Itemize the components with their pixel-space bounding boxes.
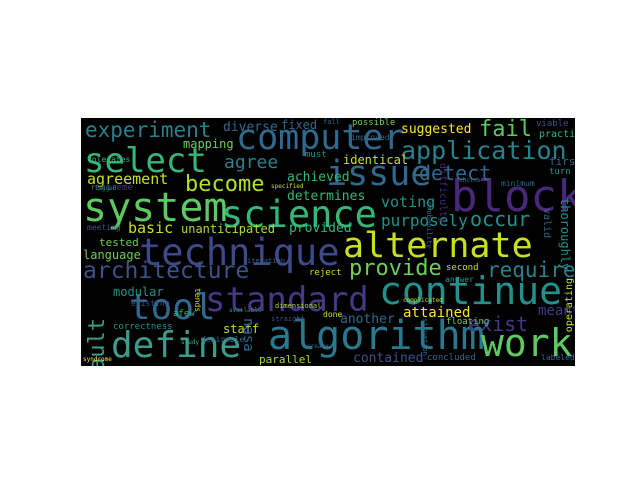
word-reject: reject	[309, 268, 342, 278]
word-agreement: agreement	[87, 170, 169, 188]
word-complicated: complicated	[403, 297, 443, 304]
word-exist: exist	[468, 312, 529, 336]
word-practice: practice	[539, 129, 575, 140]
word-iteration: iteration	[247, 257, 285, 265]
word-minimum: minimum	[501, 179, 535, 188]
word-straight: straight	[271, 315, 305, 323]
word-tested: tested	[99, 236, 139, 249]
word-done: done	[323, 310, 343, 319]
word-determines: determines	[287, 189, 366, 204]
word-correctness: correctness	[113, 322, 173, 332]
word-cloud: computer issue select system science blo…	[81, 118, 575, 366]
word-issue: issue	[326, 154, 432, 194]
word-tends: tends	[193, 288, 202, 313]
word-become: become	[185, 172, 265, 197]
word-meant: meant	[538, 303, 575, 319]
word-science: science	[221, 193, 377, 236]
word-agree: agree	[224, 152, 279, 173]
word-define: define	[111, 325, 242, 366]
word-standard: standard	[205, 280, 369, 320]
word-unanticipated: unanticipated	[181, 222, 275, 236]
word-contained: contained	[353, 351, 424, 366]
word-possible: possible	[352, 118, 396, 128]
word-voting: voting	[381, 193, 436, 211]
word-nasa: nasa	[240, 318, 256, 352]
word-floating: floating	[446, 317, 490, 327]
word-thoroughly: thoroughly	[558, 198, 572, 271]
word-extreme: extreme	[95, 183, 133, 193]
word-language: language	[83, 248, 141, 262]
word-concluded: concluded	[427, 353, 476, 363]
word-meeting: meeting	[87, 223, 121, 232]
word-desirable: desirable	[201, 335, 245, 344]
word-require: require	[487, 258, 575, 282]
word-difficulty: difficulty	[437, 163, 448, 224]
word-choice: choice	[459, 177, 481, 184]
word-existing: existing	[131, 299, 170, 308]
word-afew: afew	[173, 309, 195, 319]
word-fail: fail	[479, 118, 532, 142]
word-system: system	[83, 185, 228, 231]
word-must: must	[305, 150, 327, 160]
word-detect: detect	[419, 161, 492, 185]
word-experiment: experiment	[85, 118, 212, 142]
word-modular: modular	[113, 285, 164, 299]
word-parallel: parallel	[259, 353, 312, 366]
word-continue: continue	[379, 269, 563, 313]
word-tolerates: tolerates	[87, 155, 131, 164]
word-syndrome: syndrome	[83, 356, 112, 363]
word-available: available	[229, 307, 262, 314]
word-select: select	[84, 141, 207, 181]
word-study: study	[181, 339, 200, 346]
word-diverse: diverse	[223, 120, 278, 135]
word-attained: attained	[403, 305, 471, 321]
word-labeled: labeled	[541, 353, 575, 362]
word-second: second	[446, 263, 479, 273]
word-purposely: purposely	[381, 211, 468, 230]
word-specified: specified	[271, 183, 304, 190]
word-flagged: flagged	[91, 185, 117, 192]
word-fall: fall	[323, 118, 340, 126]
word-viable: viable	[536, 119, 569, 129]
word-mapping: mapping	[183, 137, 234, 151]
word-achieved: achieved	[287, 170, 350, 185]
word-another: another	[340, 312, 395, 327]
word-valid: valid	[541, 208, 552, 239]
word-dimensional: dimensional	[275, 302, 322, 310]
word-block: block	[451, 171, 575, 222]
word-create: create	[307, 343, 329, 350]
word-work: work	[481, 321, 573, 365]
word-provide: provide	[349, 256, 442, 281]
word-tool: tool	[129, 287, 216, 328]
word-basic: basic	[128, 219, 174, 237]
word-situation: situation	[421, 318, 429, 356]
word-application: application	[401, 136, 567, 165]
word-occur: occur	[470, 207, 531, 231]
word-staff: staff	[223, 322, 260, 336]
word-turn: turn	[549, 167, 571, 177]
word-algorithm: algorithm	[268, 313, 485, 359]
word-operating: operating	[564, 278, 575, 333]
word-identical: identical	[343, 153, 409, 167]
word-answer: answer	[445, 275, 474, 284]
word-computer: computer	[236, 118, 405, 158]
word-improved: improved	[351, 133, 390, 142]
word-technique: technique	[139, 231, 340, 274]
word-suggested: suggested	[401, 122, 472, 137]
word-alternate: alternate	[343, 226, 533, 266]
word-architecture: architecture	[83, 258, 250, 284]
word-provided: provided	[289, 221, 352, 236]
word-probability: probability	[425, 202, 433, 249]
word-fixed: fixed	[281, 118, 318, 132]
